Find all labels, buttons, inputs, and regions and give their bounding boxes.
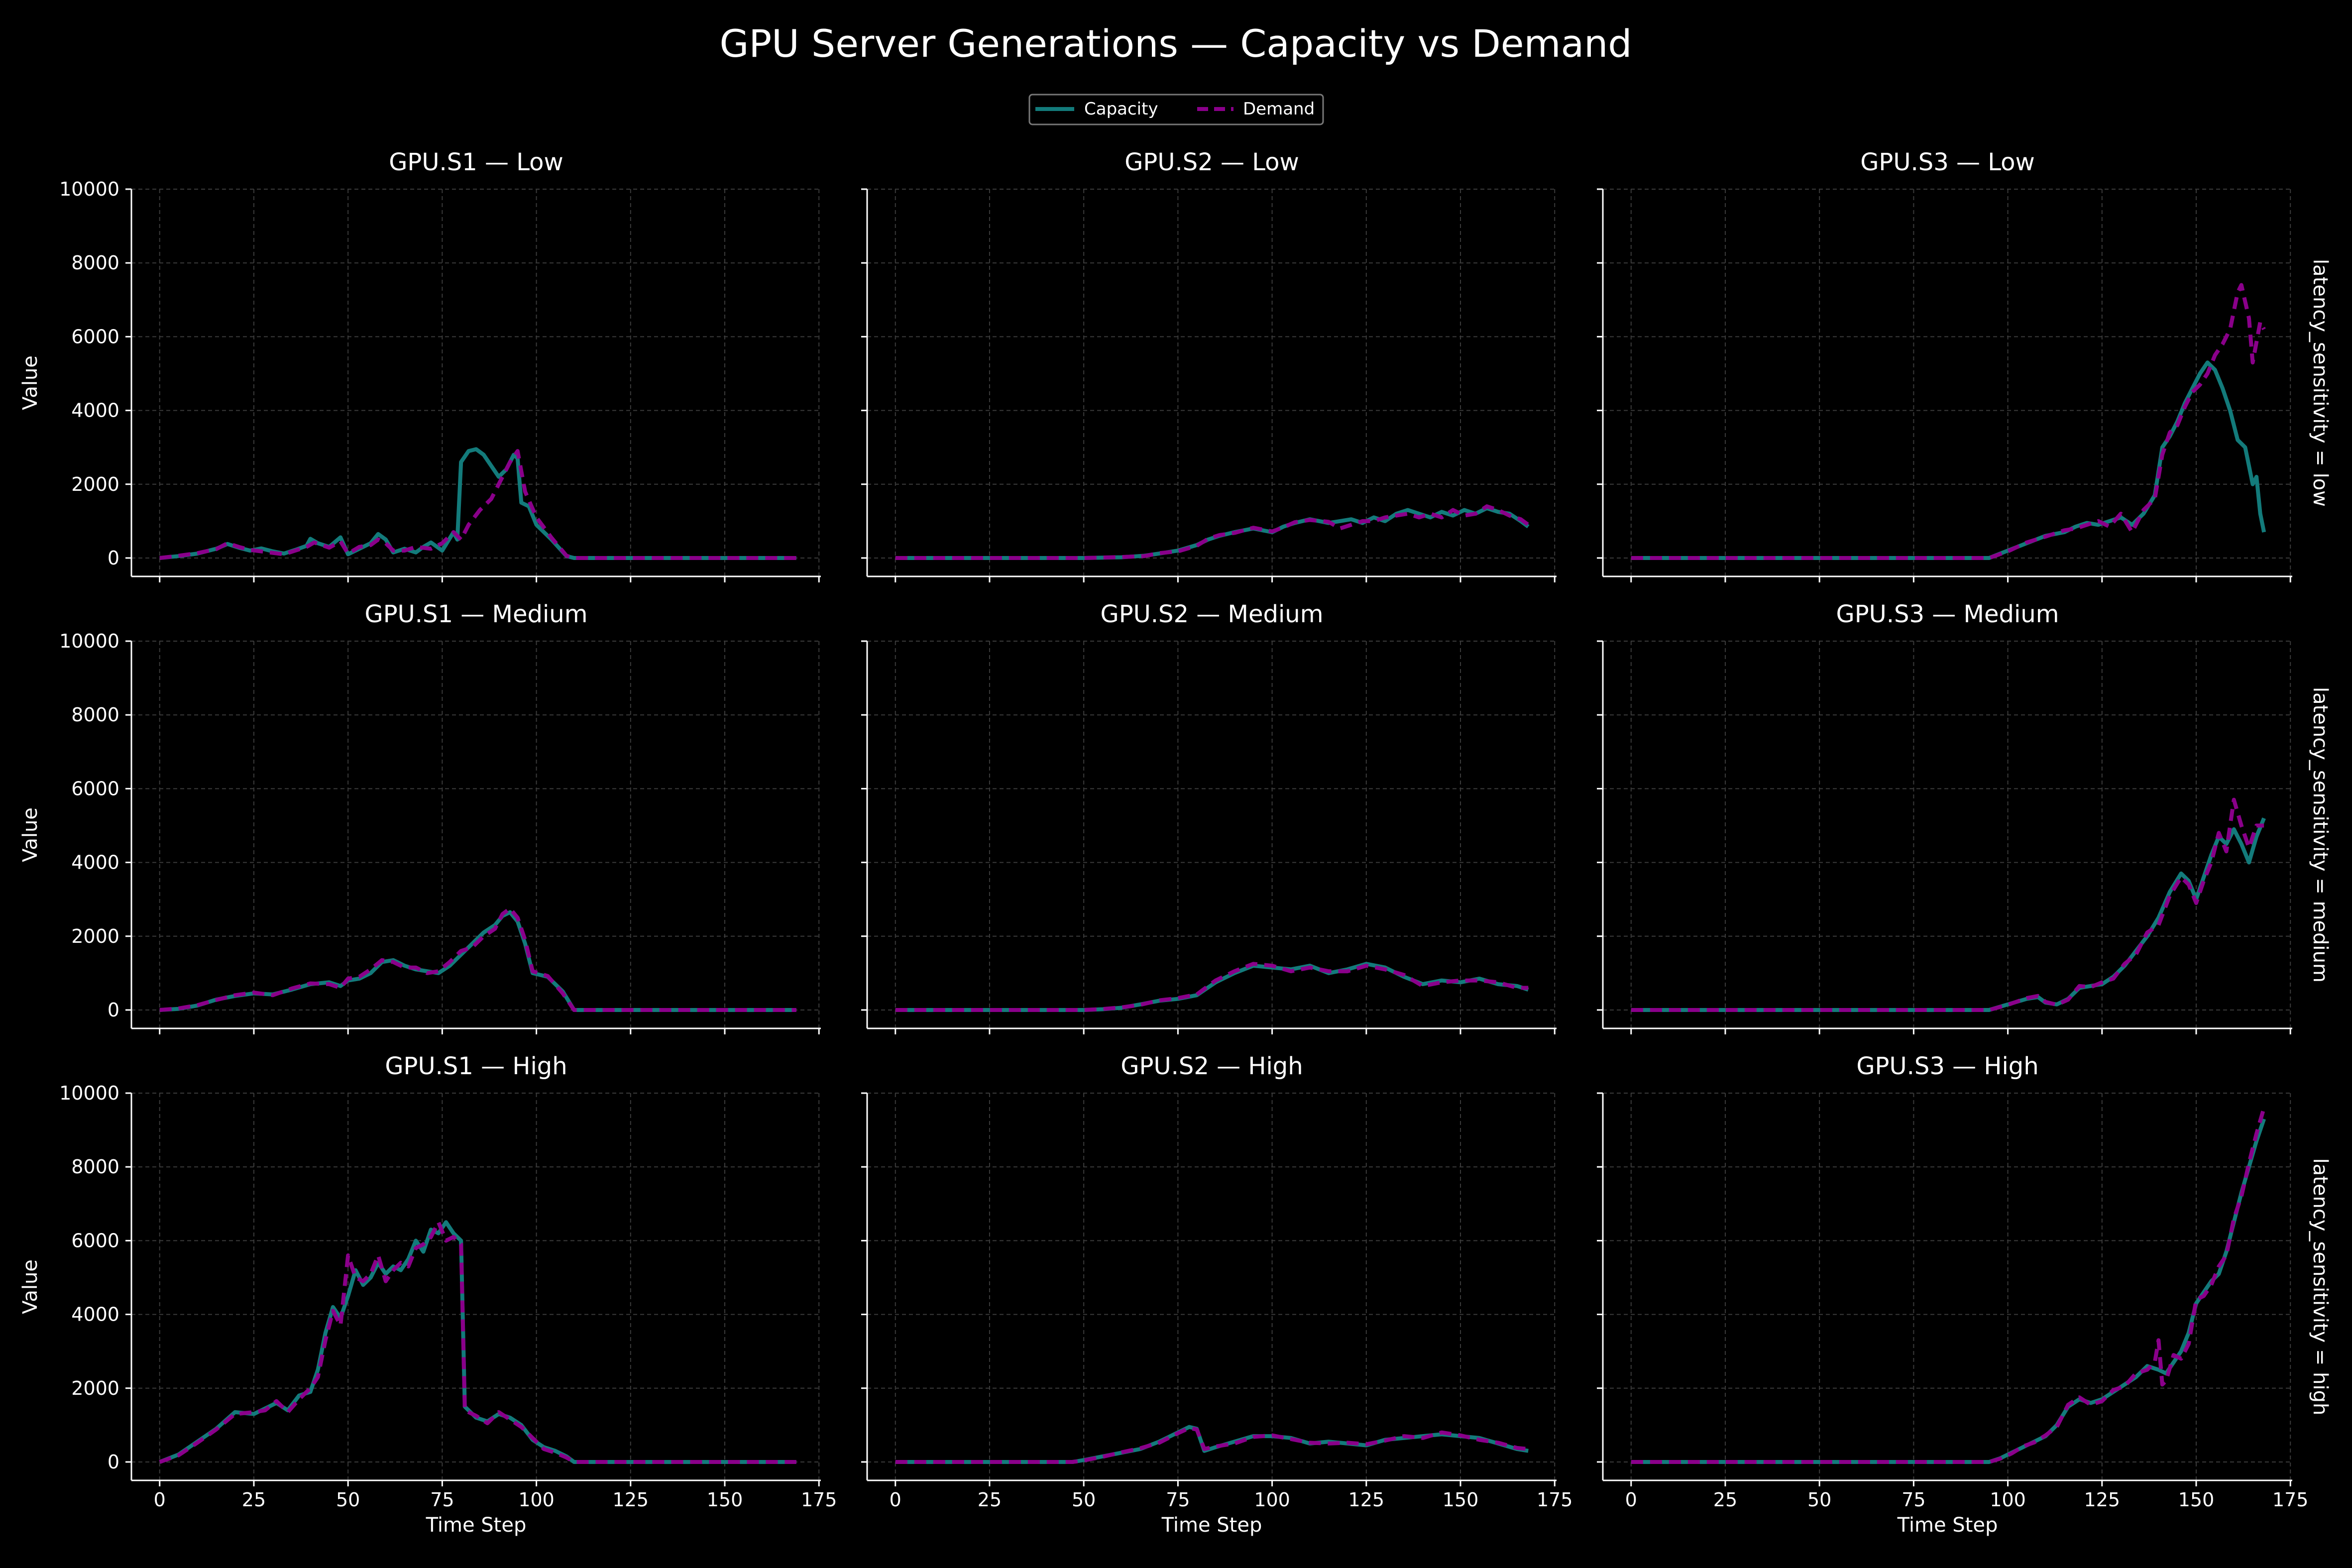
x-tick-label: 75 [1166,1489,1190,1511]
panel: 0 25 50 75 100 125 150 175 GPU.S3 — High Time Ste… [1597,1052,2332,1537]
panel: GPU.S2 — Medium [861,600,1557,1034]
x-tick-label: 100 [1254,1489,1290,1511]
demand-line [159,1220,796,1464]
x-axis-label: Time Step [1897,1514,1998,1537]
demand-line [159,449,796,560]
y-tick-label: 4000 [71,400,119,422]
legend: Capacity Demand [1028,94,1324,125]
panel: GPU.S3 — Medium latency_sensitivity = med… [1597,600,2332,1034]
panel: 0 25 50 75 100 125 150 175 GPU.S2 — High Time Ste… [861,1052,1572,1537]
panel-title: GPU.S3 — Medium [1836,600,2059,628]
row-label: latency_sensitivity = medium [2309,687,2332,983]
y-tick-label: 0 [108,999,119,1021]
x-tick-label: 125 [2084,1489,2121,1511]
legend-frame [1028,94,1324,125]
y-tick-label: 8000 [71,252,119,274]
x-tick-label: 25 [1713,1489,1737,1511]
y-tick-label: 6000 [71,326,119,347]
y-tick-label: 2000 [71,1377,119,1399]
x-tick-label: 0 [1625,1489,1637,1511]
y-axis-label: Value [19,1259,42,1314]
x-tick-label: 175 [1537,1489,1573,1511]
x-tick-label: 50 [336,1489,360,1511]
legend-demand-label: Demand [1243,99,1315,119]
y-tick-label: 8000 [71,1156,119,1178]
panel-title: GPU.S2 — Medium [1101,600,1324,628]
x-tick-label: 100 [1990,1489,2026,1511]
x-tick-label: 100 [518,1489,555,1511]
x-tick-label: 0 [154,1489,166,1511]
x-axis-label: Time Step [426,1514,527,1537]
x-tick-label: 150 [707,1489,743,1511]
panel: GPU.S2 — Low [861,148,1557,582]
x-tick-label: 125 [1348,1489,1385,1511]
x-tick-label: 25 [978,1489,1002,1511]
x-tick-label: 50 [1072,1489,1096,1511]
demand-line [1631,1107,2266,1464]
demand-line [895,504,1530,560]
x-tick-label: 75 [430,1489,454,1511]
y-tick-label: 10000 [59,630,119,652]
row-label: latency_sensitivity = high [2309,1158,2332,1416]
y-tick-label: 2000 [71,925,119,947]
demand-line [159,906,796,1012]
x-tick-label: 175 [801,1489,837,1511]
x-tick-label: 50 [1807,1489,1831,1511]
x-tick-label: 175 [2272,1489,2309,1511]
panel-title: GPU.S2 — Low [1124,148,1299,176]
y-tick-label: 10000 [59,178,119,200]
y-axis-label: Value [19,355,42,410]
y-tick-label: 2000 [71,473,119,495]
panel-title: GPU.S3 — Low [1860,148,2035,176]
panel: 0 2000 4000 6000 8000 10000 GPU.S1 — Low Value [19,148,821,582]
demand-line [1631,797,2264,1012]
capacity-line [1631,360,2266,560]
legend-capacity-label: Capacity [1084,99,1158,119]
x-axis-label: Time Step [1161,1514,1262,1537]
y-tick-label: 10000 [59,1082,119,1104]
chart-title: GPU Server Generations — Capacity vs Dem… [719,21,1632,66]
y-tick-label: 4000 [71,1304,119,1326]
panel-title: GPU.S3 — High [1856,1052,2038,1080]
row-label: latency_sensitivity = low [2309,259,2332,507]
panel-title: GPU.S1 — High [385,1052,567,1080]
y-tick-label: 8000 [71,704,119,726]
panel: 0 25 50 75 100 125 150 175 0 2000 4000 6000 8000 1000… [19,1052,837,1537]
x-tick-label: 125 [613,1489,649,1511]
y-tick-label: 4000 [71,852,119,874]
demand-line [895,1426,1529,1464]
y-tick-label: 6000 [71,778,119,799]
x-tick-label: 75 [1902,1489,1925,1511]
x-tick-label: 25 [242,1489,266,1511]
y-axis-label: Value [19,807,42,862]
x-tick-label: 150 [2178,1489,2215,1511]
x-tick-label: 0 [890,1489,901,1511]
panel-title: GPU.S2 — High [1120,1052,1303,1080]
y-tick-label: 6000 [71,1230,119,1251]
x-tick-label: 150 [1443,1489,1479,1511]
panel: GPU.S3 — Low latency_sensitivity = low [1597,148,2332,582]
y-tick-label: 0 [108,1451,119,1473]
panel: 0 2000 4000 6000 8000 10000 GPU.S1 — Medium Val… [19,600,821,1034]
y-tick-label: 0 [108,547,119,569]
demand-line [895,962,1529,1012]
panel-title: GPU.S1 — Low [389,148,563,176]
panel-title: GPU.S1 — Medium [365,600,588,628]
